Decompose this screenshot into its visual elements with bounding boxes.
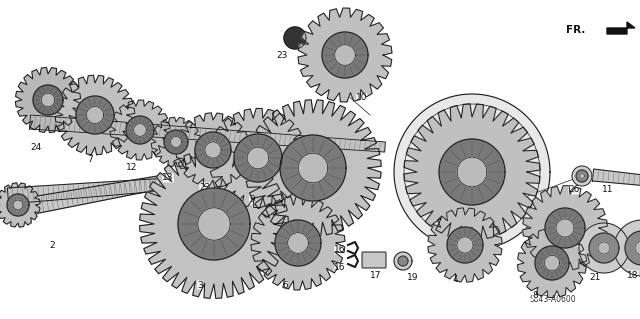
- Polygon shape: [576, 170, 588, 182]
- Polygon shape: [535, 246, 569, 280]
- Polygon shape: [457, 237, 473, 253]
- Text: 19: 19: [407, 273, 419, 283]
- Polygon shape: [171, 137, 181, 147]
- Polygon shape: [178, 188, 250, 260]
- Polygon shape: [151, 117, 201, 167]
- Polygon shape: [394, 252, 412, 270]
- Polygon shape: [589, 233, 619, 263]
- Polygon shape: [110, 100, 170, 160]
- Text: 10: 10: [356, 93, 368, 102]
- Polygon shape: [86, 107, 104, 123]
- Text: 16: 16: [334, 246, 346, 255]
- Polygon shape: [572, 166, 592, 186]
- Polygon shape: [404, 104, 540, 240]
- Polygon shape: [76, 96, 114, 134]
- Text: FR.: FR.: [566, 25, 585, 35]
- Polygon shape: [457, 157, 487, 187]
- Polygon shape: [518, 228, 586, 298]
- Polygon shape: [275, 220, 321, 266]
- FancyBboxPatch shape: [362, 252, 386, 268]
- Polygon shape: [13, 200, 23, 210]
- Polygon shape: [322, 32, 368, 78]
- Polygon shape: [126, 116, 154, 144]
- Text: 3: 3: [197, 280, 203, 290]
- Text: 4: 4: [452, 276, 458, 285]
- Polygon shape: [447, 227, 483, 263]
- Polygon shape: [284, 27, 306, 49]
- Polygon shape: [398, 256, 408, 266]
- Text: 21: 21: [589, 273, 601, 283]
- Polygon shape: [55, 75, 135, 155]
- Polygon shape: [593, 169, 640, 187]
- Polygon shape: [625, 231, 640, 265]
- Text: 23: 23: [276, 50, 288, 60]
- Polygon shape: [0, 183, 40, 227]
- Text: 9: 9: [249, 196, 255, 204]
- Text: 11: 11: [602, 186, 614, 195]
- Polygon shape: [176, 113, 250, 187]
- Text: 13: 13: [163, 174, 173, 182]
- Polygon shape: [209, 108, 308, 208]
- Text: 12: 12: [126, 164, 138, 173]
- Polygon shape: [195, 132, 231, 168]
- Text: 25: 25: [549, 263, 561, 272]
- Polygon shape: [41, 93, 55, 107]
- Polygon shape: [164, 130, 188, 154]
- Polygon shape: [134, 124, 147, 136]
- Text: 2: 2: [49, 241, 55, 249]
- Polygon shape: [556, 219, 574, 237]
- Text: 8: 8: [532, 291, 538, 300]
- Polygon shape: [280, 135, 346, 201]
- Polygon shape: [29, 115, 385, 152]
- Polygon shape: [298, 153, 328, 183]
- Polygon shape: [247, 147, 269, 169]
- Polygon shape: [15, 67, 81, 133]
- Text: 5: 5: [297, 220, 303, 229]
- Text: 16: 16: [334, 263, 346, 272]
- Polygon shape: [287, 233, 308, 253]
- Polygon shape: [636, 241, 640, 255]
- Polygon shape: [394, 94, 550, 250]
- Polygon shape: [6, 169, 201, 219]
- Polygon shape: [8, 177, 186, 204]
- Polygon shape: [545, 255, 559, 271]
- Polygon shape: [205, 142, 221, 158]
- Text: 17: 17: [371, 271, 381, 279]
- Polygon shape: [251, 196, 345, 290]
- Polygon shape: [579, 223, 629, 273]
- Polygon shape: [598, 242, 610, 254]
- Polygon shape: [607, 22, 635, 34]
- Text: 22: 22: [200, 182, 211, 191]
- Text: 26: 26: [568, 186, 580, 195]
- Polygon shape: [580, 174, 584, 178]
- Text: 6: 6: [282, 280, 288, 290]
- Polygon shape: [523, 186, 607, 271]
- Text: 18: 18: [627, 271, 639, 279]
- Polygon shape: [7, 194, 29, 216]
- Polygon shape: [545, 208, 585, 248]
- Polygon shape: [234, 134, 282, 182]
- Polygon shape: [428, 208, 502, 282]
- Polygon shape: [335, 45, 355, 65]
- Text: S843-A0600: S843-A0600: [530, 295, 577, 305]
- Polygon shape: [298, 8, 392, 102]
- Polygon shape: [198, 208, 230, 240]
- Polygon shape: [614, 220, 640, 276]
- Text: 7: 7: [87, 155, 93, 165]
- Text: 24: 24: [30, 144, 42, 152]
- Polygon shape: [140, 150, 289, 298]
- Polygon shape: [245, 100, 381, 236]
- Polygon shape: [33, 85, 63, 115]
- Polygon shape: [439, 139, 505, 205]
